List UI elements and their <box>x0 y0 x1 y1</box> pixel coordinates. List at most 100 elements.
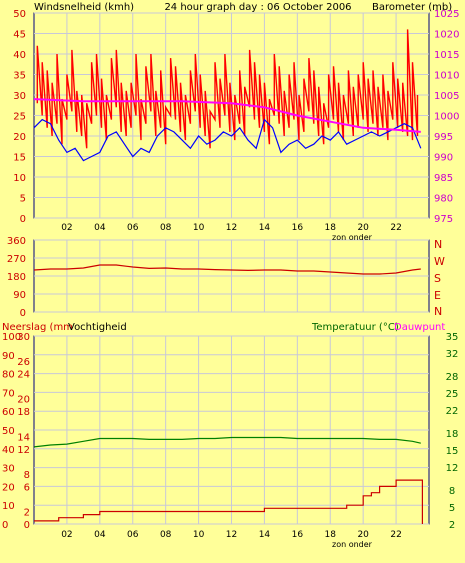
humidity-tick-label: 0 <box>2 520 8 531</box>
rain-x-tick-label: 12 <box>226 530 237 540</box>
temperature-tick-label: 22 <box>446 406 459 417</box>
rain-tick-label: 12 <box>17 445 30 456</box>
rain-tick-label: 14 <box>17 432 30 443</box>
wind-x-tick-label: 04 <box>94 223 106 233</box>
wind-x-tick-label: 20 <box>357 223 369 233</box>
humidity-tick-label: 70 <box>2 388 15 399</box>
barometer-tick-label: 990 <box>434 153 453 164</box>
rain-x-tick-label: 02 <box>61 530 72 540</box>
barometer-tick-label: 995 <box>434 132 453 143</box>
temperature-tick-label: 8 <box>449 486 455 497</box>
humidity-tick-label: 90 <box>2 351 15 362</box>
humidity-tick-label: 50 <box>2 426 15 437</box>
wind-tick-label: 35 <box>13 71 26 82</box>
temperature-tick-label: 35 <box>446 332 459 343</box>
rain-axis-label: Neerslag (mm <box>2 322 73 333</box>
rain-x-tick-label: 06 <box>127 530 139 540</box>
rain-x-tick-label: 08 <box>160 530 172 540</box>
sunset-label-bottom: zon onder <box>332 540 373 549</box>
direction-tick-label: 180 <box>7 272 26 283</box>
humidity-tick-label: 10 <box>2 501 15 512</box>
rain-x-tick-label: 18 <box>325 530 337 540</box>
wind-tick-label: 45 <box>13 30 26 41</box>
wind-tick-label: 15 <box>13 153 26 164</box>
wind-x-tick-label: 22 <box>390 223 401 233</box>
direction-letter-n2: N <box>434 305 442 318</box>
barometer-line <box>33 98 421 133</box>
barometer-tick-label: 1025 <box>434 9 459 20</box>
humidity-tick-label: 80 <box>2 370 15 381</box>
barometer-tick-label: 1005 <box>434 91 459 102</box>
wind-x-tick-label: 14 <box>259 223 271 233</box>
wind-average-line <box>33 118 422 162</box>
wind-panel-grid <box>34 12 429 219</box>
wind-x-tick-label: 02 <box>61 223 72 233</box>
wind-tick-label: 5 <box>20 194 26 205</box>
barometer-tick-label: 1000 <box>434 112 459 123</box>
wind-x-tick-label: 10 <box>193 223 205 233</box>
direction-letter-n: N <box>434 238 442 251</box>
rain-x-tick-label: 10 <box>193 530 205 540</box>
temperature-tick-label: 18 <box>446 429 459 440</box>
rain-tick-label: 20 <box>17 395 30 406</box>
rain-x-tick-label: 16 <box>292 530 304 540</box>
rain-x-tick-label: 14 <box>259 530 271 540</box>
direction-letter-e: E <box>434 289 441 302</box>
rain-tick-label: 26 <box>17 357 30 368</box>
wind-x-tick-label: 06 <box>127 223 139 233</box>
temperature-tick-label: 15 <box>446 446 459 457</box>
direction-panel-grid <box>34 239 429 313</box>
direction-letter-s: S <box>434 272 441 285</box>
humidity-tick-label: 40 <box>2 445 15 456</box>
wind-tick-label: 20 <box>13 132 26 143</box>
direction-letter-w: W <box>434 255 445 268</box>
temperature-axis-label: Temperatuur (°C) <box>311 322 399 333</box>
humidity-axis-label: Vochtigheid <box>68 322 127 333</box>
rain-x-tick-label: 04 <box>94 530 106 540</box>
wind-tick-label: 25 <box>13 112 26 123</box>
wind-tick-label: 10 <box>13 173 26 184</box>
wind-axis-label: Windsnelheid (kmh) <box>34 2 134 13</box>
wind-x-tick-label: 18 <box>325 223 337 233</box>
wind-tick-label: 0 <box>20 214 26 225</box>
rain-line <box>34 479 423 524</box>
sunset-label-top: zon onder <box>332 233 373 242</box>
rain-tick-label: 24 <box>17 370 30 381</box>
wind-gust-line <box>36 29 419 149</box>
rain-tick-label: 6 <box>24 482 30 493</box>
rain-tick-label: 2 <box>24 507 30 518</box>
wind-tick-label: 30 <box>13 91 26 102</box>
temperature-tick-label: 5 <box>449 503 455 514</box>
direction-tick-label: 270 <box>7 254 26 265</box>
rain-tick-label: 0 <box>24 520 30 531</box>
humidity-tick-label: 30 <box>2 464 15 475</box>
humidity-tick-label: 20 <box>2 482 15 493</box>
rain-x-tick-label: 20 <box>357 530 369 540</box>
wind-x-tick-label: 08 <box>160 223 172 233</box>
rain-tick-label: 8 <box>24 470 30 481</box>
rain-tick-label: 18 <box>17 407 30 418</box>
axis-tick-labels: 0510152025303540455097598098599099510001… <box>2 9 459 540</box>
humidity-line <box>33 436 421 448</box>
wind-x-tick-label: 16 <box>292 223 304 233</box>
barometer-tick-label: 985 <box>434 173 453 184</box>
direction-tick-label: 0 <box>20 308 26 319</box>
direction-tick-label: 360 <box>7 236 26 247</box>
barometer-tick-label: 1015 <box>434 50 459 61</box>
rain-x-tick-label: 22 <box>390 530 401 540</box>
barometer-tick-label: 1020 <box>434 30 459 41</box>
rain-panel-grid <box>34 335 429 525</box>
temperature-tick-label: 12 <box>446 463 459 474</box>
chart-title: 24 hour graph day : 06 October 2006 <box>164 2 351 13</box>
dewpoint-axis-label: Dauwpunt <box>394 322 445 333</box>
barometer-tick-label: 1010 <box>434 71 459 82</box>
wind-tick-label: 40 <box>13 50 26 61</box>
wind-speed-series <box>36 29 419 149</box>
barometer-tick-label: 980 <box>434 194 453 205</box>
barometer-tick-label: 975 <box>434 214 453 225</box>
wind-x-tick-label: 12 <box>226 223 237 233</box>
barometer-axis-label: Barometer (mb) <box>372 2 452 13</box>
humidity-tick-label: 60 <box>2 407 15 418</box>
